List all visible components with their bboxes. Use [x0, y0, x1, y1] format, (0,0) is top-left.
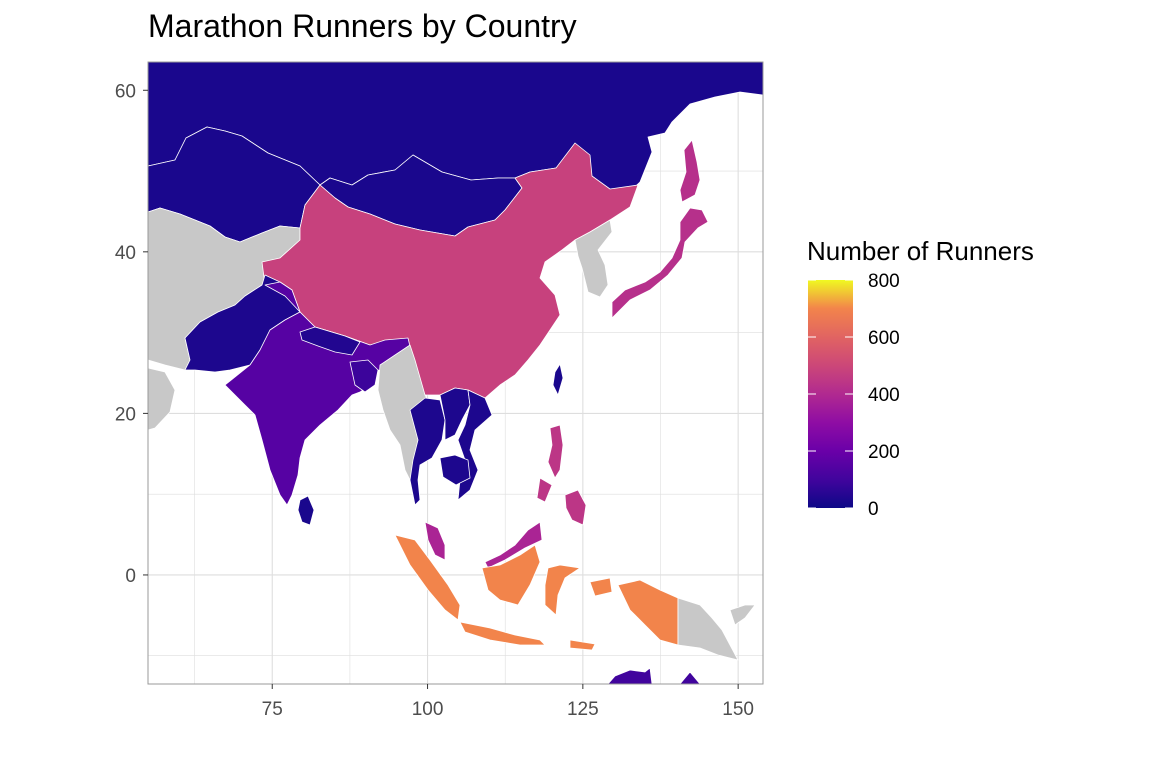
region-no-data-korea	[574, 219, 613, 298]
panel-border	[147, 61, 764, 685]
x-tick-label: 150	[722, 699, 754, 720]
legend-tick-label: 400	[868, 385, 900, 406]
region-indonesia-papua	[617, 579, 679, 646]
region-laos	[439, 387, 471, 441]
y-tick-label: 20	[115, 404, 136, 425]
region-taiwan	[552, 363, 564, 396]
legend-tick-label: 200	[868, 442, 900, 463]
region-indonesia-sumatra	[394, 534, 461, 621]
legend: Number of Runners 800 600 400 200 0	[807, 236, 1034, 520]
region-indonesia-borneo	[481, 544, 541, 606]
region-indonesia-java	[459, 621, 546, 646]
region-thailand	[409, 397, 446, 506]
x-tick-label: 75	[262, 699, 283, 720]
map-layer	[148, 62, 763, 684]
region-philippines-mindanao	[564, 489, 587, 526]
x-tick-label: 125	[567, 699, 599, 720]
y-tick-label: 60	[115, 81, 136, 102]
region-sri-lanka	[297, 495, 315, 526]
region-malaysia	[424, 521, 446, 561]
legend-tick-label: 0	[868, 499, 879, 520]
region-india	[224, 281, 413, 506]
region-japan	[611, 207, 709, 319]
region-bangladesh	[349, 359, 379, 393]
region-japan-hokkaido	[679, 139, 701, 203]
y-axis: 60 40 20 0	[115, 81, 148, 587]
region-malaysia-borneo	[484, 521, 543, 569]
legend-title: Number of Runners	[807, 236, 1034, 266]
region-no-data-png	[677, 597, 739, 661]
legend-tick-label: 800	[868, 271, 900, 292]
y-tick-label: 40	[115, 243, 136, 264]
region-philippines-visayas	[536, 477, 553, 503]
x-axis: 75 100 125 150	[262, 684, 754, 720]
region-australia	[607, 667, 701, 684]
legend-tick-label: 600	[868, 328, 900, 349]
region-nepal	[299, 326, 361, 356]
region-indonesia-islands	[569, 577, 613, 651]
region-cambodia	[439, 454, 471, 486]
region-indonesia-sulawesi	[544, 564, 581, 616]
x-tick-label: 100	[412, 699, 444, 720]
region-no-data-png-islands	[729, 604, 756, 626]
region-philippines	[547, 424, 564, 479]
chart-title: Marathon Runners by Country	[148, 8, 577, 44]
region-no-data-arabia	[148, 367, 176, 431]
y-tick-label: 0	[125, 566, 136, 587]
